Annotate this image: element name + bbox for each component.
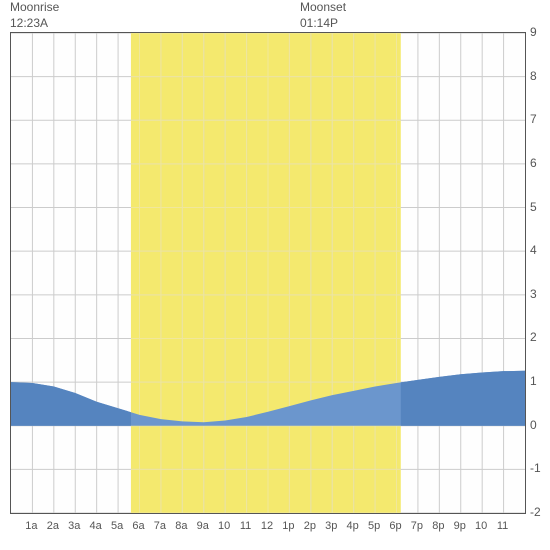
y-tick-label: 2 bbox=[530, 330, 537, 344]
y-tick-label: 1 bbox=[530, 374, 537, 388]
chart-svg bbox=[11, 33, 525, 513]
moonrise-block: Moonrise 12:23A bbox=[10, 0, 59, 31]
x-tick-label: 7a bbox=[154, 520, 166, 532]
x-tick-label: 11 bbox=[240, 520, 251, 532]
x-tick-label: 2a bbox=[47, 520, 59, 532]
x-tick-label: 3p bbox=[325, 520, 337, 532]
x-tick-label: 9a bbox=[197, 520, 209, 532]
y-tick-label: 3 bbox=[530, 287, 537, 301]
x-tick-label: 1p bbox=[282, 520, 294, 532]
x-tick-label: 4a bbox=[90, 520, 102, 532]
moonrise-label: Moonrise bbox=[10, 0, 59, 16]
x-tick-label: 5a bbox=[111, 520, 123, 532]
chart-container: Moonrise 12:23A Moonset 01:14P -2-101234… bbox=[0, 0, 550, 550]
x-tick-label: 7p bbox=[411, 520, 423, 532]
moonset-label: Moonset bbox=[300, 0, 346, 16]
x-tick-label: 11 bbox=[497, 520, 508, 532]
moonset-block: Moonset 01:14P bbox=[300, 0, 346, 31]
y-tick-label: 0 bbox=[530, 418, 537, 432]
moonset-time: 01:14P bbox=[300, 16, 346, 32]
y-tick-label: -2 bbox=[530, 505, 541, 519]
x-tick-label: 8p bbox=[432, 520, 444, 532]
y-tick-label: 5 bbox=[530, 200, 537, 214]
y-tick-label: 8 bbox=[530, 69, 537, 83]
x-tick-label: 6p bbox=[389, 520, 401, 532]
x-tick-label: 2p bbox=[304, 520, 316, 532]
y-tick-label: 4 bbox=[530, 243, 537, 257]
x-tick-label: 4p bbox=[347, 520, 359, 532]
y-tick-label: -1 bbox=[530, 461, 541, 475]
x-tick-label: 9p bbox=[454, 520, 466, 532]
x-tick-label: 10 bbox=[218, 520, 230, 532]
x-tick-label: 8a bbox=[175, 520, 187, 532]
plot-area bbox=[10, 32, 526, 514]
x-tick-label: 1a bbox=[25, 520, 37, 532]
y-tick-label: 7 bbox=[530, 112, 537, 126]
x-tick-label: 5p bbox=[368, 520, 380, 532]
y-tick-label: 6 bbox=[530, 156, 537, 170]
x-tick-label: 6a bbox=[132, 520, 144, 532]
y-tick-label: 9 bbox=[530, 25, 537, 39]
moonrise-time: 12:23A bbox=[10, 16, 59, 32]
x-tick-label: 10 bbox=[475, 520, 487, 532]
x-tick-label: 3a bbox=[68, 520, 80, 532]
x-tick-label: 12 bbox=[261, 520, 273, 532]
